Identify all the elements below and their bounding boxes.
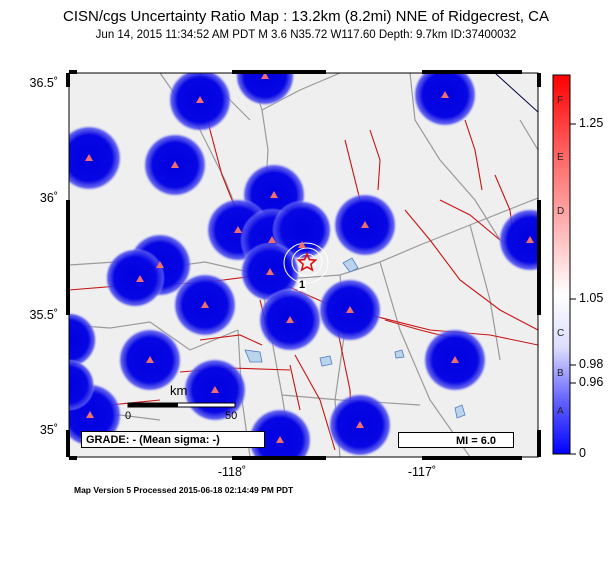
triangle-station-icon — [156, 261, 164, 268]
map-title: CISN/cgs Uncertainty Ratio Map : 13.2km … — [63, 8, 549, 25]
triangle-station-icon — [234, 226, 242, 233]
scale-bar-end: 50 — [225, 410, 238, 422]
triangle-station-icon — [451, 356, 459, 363]
colorbar-ticks — [570, 123, 576, 455]
colorbar-tick-label: 1.25 — [579, 116, 604, 130]
scale-bar-unit: km — [170, 383, 188, 398]
triangle-station-icon — [146, 356, 154, 363]
triangle-station-icon — [276, 436, 284, 443]
colorbar-tick-label: 0 — [579, 446, 586, 460]
event-info: Jun 14, 2015 11:34:52 AM PDT M 3.6 N35.7… — [95, 29, 517, 41]
mi-legend-box: MI = 6.0 — [398, 432, 514, 448]
colorbar-letter: B — [557, 368, 564, 379]
triangle-station-icon — [286, 316, 294, 323]
mi-legend-text: MI = 6.0 — [456, 435, 497, 447]
lat-label: 36.5˚ — [29, 76, 59, 90]
lon-label: -117˚ — [407, 465, 437, 479]
epicenter-label: 1 — [298, 279, 307, 291]
triangle-station-icon — [266, 268, 274, 275]
colorbar-tick-label: 0.96 — [579, 375, 604, 389]
triangle-station-icon — [171, 161, 179, 168]
colorbar-tick-label: 0.98 — [579, 357, 604, 371]
boundary-line — [494, 73, 538, 113]
triangle-station-icon — [261, 73, 269, 79]
colorbar-letter: A — [557, 406, 564, 417]
triangle-station-icon — [441, 91, 449, 98]
scale-bar — [127, 402, 236, 408]
grade-box: GRADE: - (Mean sigma: -) — [81, 431, 265, 448]
triangle-station-icon — [211, 386, 219, 393]
colorbar-letter: F — [557, 95, 564, 106]
star-epicenter-icon — [296, 251, 318, 272]
triangle-station-icon — [298, 241, 306, 248]
triangle-station-icon — [201, 301, 209, 308]
lat-label: 35˚ — [39, 423, 58, 437]
triangle-station-icon — [346, 306, 354, 313]
colorbar-letter: E — [557, 152, 564, 163]
triangle-station-icon — [86, 411, 94, 418]
lat-label: 35.5˚ — [29, 308, 59, 322]
triangle-station-icon — [196, 96, 204, 103]
station-markers — [85, 73, 534, 443]
triangle-station-icon — [270, 191, 278, 198]
colorbar-letter: D — [557, 206, 565, 217]
triangle-station-icon — [85, 154, 93, 161]
frame-ticks — [66, 70, 541, 460]
triangle-station-icon — [136, 275, 144, 282]
colorbar-letter: C — [557, 328, 565, 339]
scale-bar-start: 0 — [125, 410, 132, 422]
map-version-footer: Map Version 5 Processed 2015-06-18 02:14… — [74, 485, 294, 495]
lon-label: -118˚ — [217, 465, 247, 479]
triangle-station-icon — [361, 221, 369, 228]
colorbar-tick-label: 1.05 — [579, 291, 604, 305]
triangle-station-icon — [268, 236, 276, 243]
triangle-station-icon — [526, 236, 534, 243]
triangle-station-icon — [356, 421, 364, 428]
lat-label: 36˚ — [39, 191, 58, 205]
colorbar — [552, 74, 571, 455]
